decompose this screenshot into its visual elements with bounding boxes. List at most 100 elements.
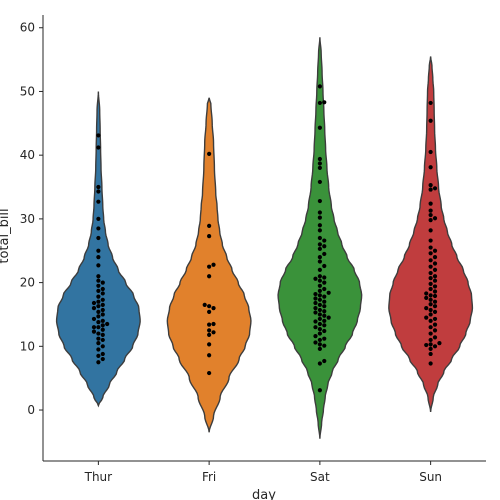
swarm-point [424, 315, 429, 320]
swarm-point [428, 149, 433, 155]
swarm-point [207, 151, 212, 156]
swarm-point [100, 291, 105, 296]
swarm-point [432, 248, 438, 253]
swarm-point [317, 361, 322, 366]
swarm-point [322, 323, 327, 328]
swarm-point [432, 278, 438, 283]
swarm-point [326, 315, 331, 320]
swarm-point [317, 198, 322, 204]
swarm-point [428, 212, 433, 218]
swarm-point [428, 318, 433, 323]
swarm-point [317, 259, 322, 264]
swarm-point [313, 305, 318, 311]
swarm-point [428, 361, 433, 366]
axes-layer: 0 10 20 30 40 50 60 Thur Fri Sat Sun [20, 15, 486, 484]
swarm-point [211, 305, 216, 311]
swarm-point [322, 280, 327, 285]
violins-layer [55, 37, 474, 439]
swarm-point [428, 276, 433, 281]
swarm-point [96, 184, 101, 190]
swarm-point [91, 329, 97, 334]
swarm-point [96, 274, 101, 279]
swarm-point [317, 215, 322, 220]
swarm-point [100, 356, 105, 362]
swarm-point [428, 201, 433, 206]
swarm-point [432, 261, 438, 266]
swarm-point [207, 328, 212, 333]
swarm-point [317, 288, 322, 293]
swarm-point [100, 327, 105, 332]
swarm-point [207, 233, 212, 239]
swarm-point [91, 325, 97, 330]
y-tick-label: 30 [20, 212, 35, 226]
swarm-point [322, 275, 327, 280]
swarm-point [428, 187, 433, 192]
swarm-point [428, 342, 433, 347]
swarm-point [432, 186, 438, 191]
swarm-point [207, 223, 212, 228]
swarm-point [100, 297, 105, 302]
swarm-point [317, 342, 322, 347]
swarm-point [432, 328, 438, 333]
swarm-point [207, 342, 212, 347]
swarm-point [317, 267, 322, 272]
swarm-point [100, 344, 105, 349]
swarm-point [313, 325, 318, 330]
swarm-point [317, 223, 322, 228]
swarm-point [96, 283, 101, 288]
swarm-point [428, 286, 433, 292]
y-tick-label: 40 [20, 148, 35, 162]
swarm-point [428, 165, 433, 170]
swarm-point [207, 353, 212, 358]
swarm-point [313, 334, 318, 339]
swarm-point [317, 179, 322, 185]
swarm-point [211, 321, 216, 327]
swarm-point [202, 302, 207, 307]
swarm-point [100, 307, 105, 313]
swarm-point [432, 335, 438, 340]
swarm-point [100, 318, 105, 323]
swarm-point [432, 274, 438, 279]
swarm-point [428, 251, 433, 256]
swarm-point [428, 312, 433, 317]
swarm-point [322, 336, 327, 341]
swarm-point [317, 302, 322, 307]
swarm-point [96, 235, 101, 241]
swarm-point [96, 248, 101, 253]
swarm-point [105, 321, 110, 327]
y-tick-label: 50 [20, 84, 35, 98]
y-tick-label: 60 [20, 21, 35, 35]
swarm-point [432, 309, 438, 315]
swarm-point [100, 302, 105, 307]
swarm-point [317, 321, 322, 327]
swarm-point [313, 300, 318, 306]
swarm-point [100, 312, 105, 317]
swarm-point [317, 274, 322, 279]
swarm-point [317, 228, 322, 233]
swarm-point [322, 343, 327, 348]
swarm-point [96, 145, 101, 150]
swarm-point [211, 262, 216, 267]
swarm-point [317, 125, 322, 130]
swarm-point [96, 353, 101, 358]
swarm-point [317, 100, 322, 106]
swarm-point [211, 330, 216, 335]
swarm-point [207, 264, 212, 269]
swarm-point [432, 267, 438, 272]
swarm-point [96, 320, 101, 325]
y-tick-label: 0 [27, 403, 35, 417]
swarm-point [322, 286, 327, 292]
swarm-point [428, 281, 433, 286]
swarm-point [317, 293, 322, 298]
swarm-point [322, 294, 327, 299]
x-tick-label-thur: Thur [84, 470, 113, 484]
swarm-point [432, 299, 438, 304]
swarm-point [322, 313, 327, 318]
swarm-point [207, 274, 212, 279]
swarm-point [100, 351, 105, 357]
swarm-point [96, 278, 101, 283]
swarm-point [313, 296, 318, 301]
swarm-point [432, 322, 438, 327]
swarm-point [428, 331, 433, 336]
swarm-point [428, 183, 433, 188]
